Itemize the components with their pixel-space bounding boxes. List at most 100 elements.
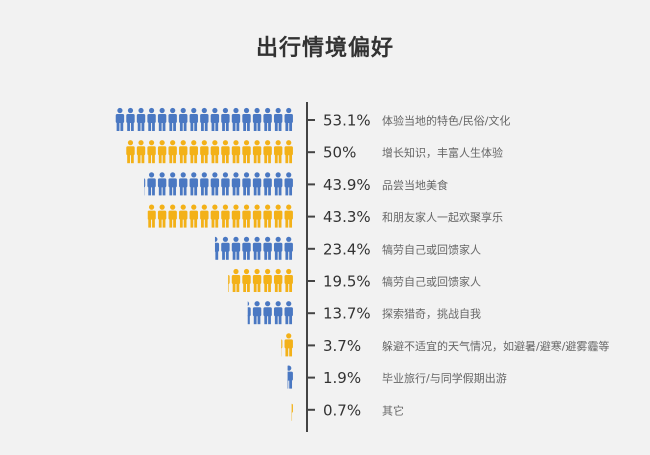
- person-icon: [231, 204, 241, 228]
- person-icon: [231, 268, 241, 292]
- person-icon: [157, 107, 167, 131]
- person-icon: [221, 204, 230, 228]
- person-icon: [179, 172, 188, 196]
- person-icon: [136, 107, 146, 131]
- person-icon: [284, 140, 293, 164]
- chart-row: 43.3% 和朋友家人一起欢聚享乐: [147, 204, 503, 228]
- person-icon: [252, 140, 262, 164]
- person-icon: [210, 140, 220, 164]
- person-icon: [126, 140, 135, 164]
- person-icon: [263, 204, 272, 228]
- person-icon: [228, 275, 230, 292]
- person-icon: [263, 301, 272, 325]
- person-icon: [252, 301, 262, 325]
- person-icon: [242, 140, 251, 164]
- percent-label: 3.7%: [323, 337, 361, 355]
- pictogram-bar: [228, 268, 293, 292]
- person-icon: [252, 236, 262, 260]
- chart-row: 19.5% 犒劳自己或回馈家人: [228, 268, 481, 292]
- person-icon: [147, 204, 156, 228]
- category-label: 体验当地的特色/民俗/文化: [382, 114, 510, 128]
- category-label: 和朋友家人一起欢聚享乐: [382, 210, 503, 224]
- person-icon: [179, 204, 188, 228]
- chart-row: 50% 增长知识，丰富人生体验: [126, 140, 503, 164]
- person-icon: [273, 204, 283, 228]
- person-icon: [263, 236, 272, 260]
- person-icon: [189, 140, 198, 164]
- person-icon: [252, 204, 262, 228]
- pictogram-bar: [291, 403, 293, 421]
- percent-label: 1.9%: [323, 369, 361, 387]
- percent-label: 53.1%: [323, 112, 371, 130]
- person-icon: [242, 268, 251, 292]
- percent-label: 0.7%: [323, 401, 361, 419]
- person-icon: [242, 236, 251, 260]
- person-icon: [252, 172, 262, 196]
- person-icon: [284, 204, 293, 228]
- pictogram-bar: [144, 172, 293, 196]
- person-icon: [273, 268, 283, 292]
- pictogram-bar: [115, 107, 293, 131]
- person-icon: [189, 172, 198, 196]
- chart-row: 53.1% 体验当地的特色/民俗/文化: [115, 107, 510, 131]
- person-icon: [157, 140, 167, 164]
- person-icon: [273, 140, 283, 164]
- chart-row: 43.9% 品尝当地美食: [144, 172, 448, 196]
- person-icon: [147, 107, 156, 131]
- person-icon: [284, 107, 293, 131]
- person-icon: [287, 365, 293, 389]
- category-label: 品尝当地美食: [382, 178, 448, 192]
- person-icon: [147, 172, 156, 196]
- percent-label: 50%: [323, 144, 356, 162]
- person-icon: [242, 204, 251, 228]
- person-icon: [168, 107, 177, 131]
- percent-label: 13.7%: [323, 305, 371, 323]
- person-icon: [252, 268, 262, 292]
- person-icon: [115, 107, 125, 131]
- category-label: 毕业旅行/与同学假期出游: [382, 371, 507, 385]
- category-label: 躲避不适宜的天气情况，如避暑/避寒/避雾霾等: [382, 339, 609, 353]
- person-icon: [252, 107, 262, 131]
- person-icon: [284, 236, 293, 260]
- person-icon: [168, 172, 177, 196]
- person-icon: [221, 236, 230, 260]
- person-icon: [273, 172, 283, 196]
- category-label: 犒劳自己或回馈家人: [382, 242, 481, 256]
- pictogram-bar: [214, 236, 293, 260]
- person-icon: [157, 204, 167, 228]
- person-icon: [126, 107, 135, 131]
- person-icon: [242, 107, 251, 131]
- pictogram-bar: [126, 140, 293, 164]
- person-icon: [263, 172, 272, 196]
- person-icon: [291, 403, 293, 421]
- person-icon: [273, 236, 283, 260]
- person-icon: [179, 140, 188, 164]
- person-icon: [284, 268, 293, 292]
- person-icon: [242, 172, 251, 196]
- person-icon: [231, 236, 241, 260]
- person-icon: [210, 172, 220, 196]
- person-icon: [168, 204, 177, 228]
- category-label: 其它: [382, 403, 404, 417]
- person-icon: [231, 107, 241, 131]
- person-icon: [147, 140, 156, 164]
- person-icon: [231, 172, 241, 196]
- person-icon: [200, 140, 209, 164]
- percent-label: 43.9%: [323, 176, 371, 194]
- person-icon: [189, 204, 198, 228]
- person-icon: [144, 178, 146, 196]
- person-icon: [284, 172, 293, 196]
- person-icon: [247, 301, 251, 325]
- person-icon: [221, 140, 230, 164]
- person-icon: [263, 107, 272, 131]
- person-icon: [168, 140, 177, 164]
- person-icon: [231, 140, 241, 164]
- percent-label: 43.3%: [323, 208, 371, 226]
- pictogram-bar: [247, 301, 293, 325]
- person-icon: [263, 268, 272, 292]
- category-label: 犒劳自己或回馈家人: [382, 275, 481, 289]
- chart-row: 0.7% 其它: [291, 401, 404, 421]
- category-label: 增长知识，丰富人生体验: [382, 146, 503, 160]
